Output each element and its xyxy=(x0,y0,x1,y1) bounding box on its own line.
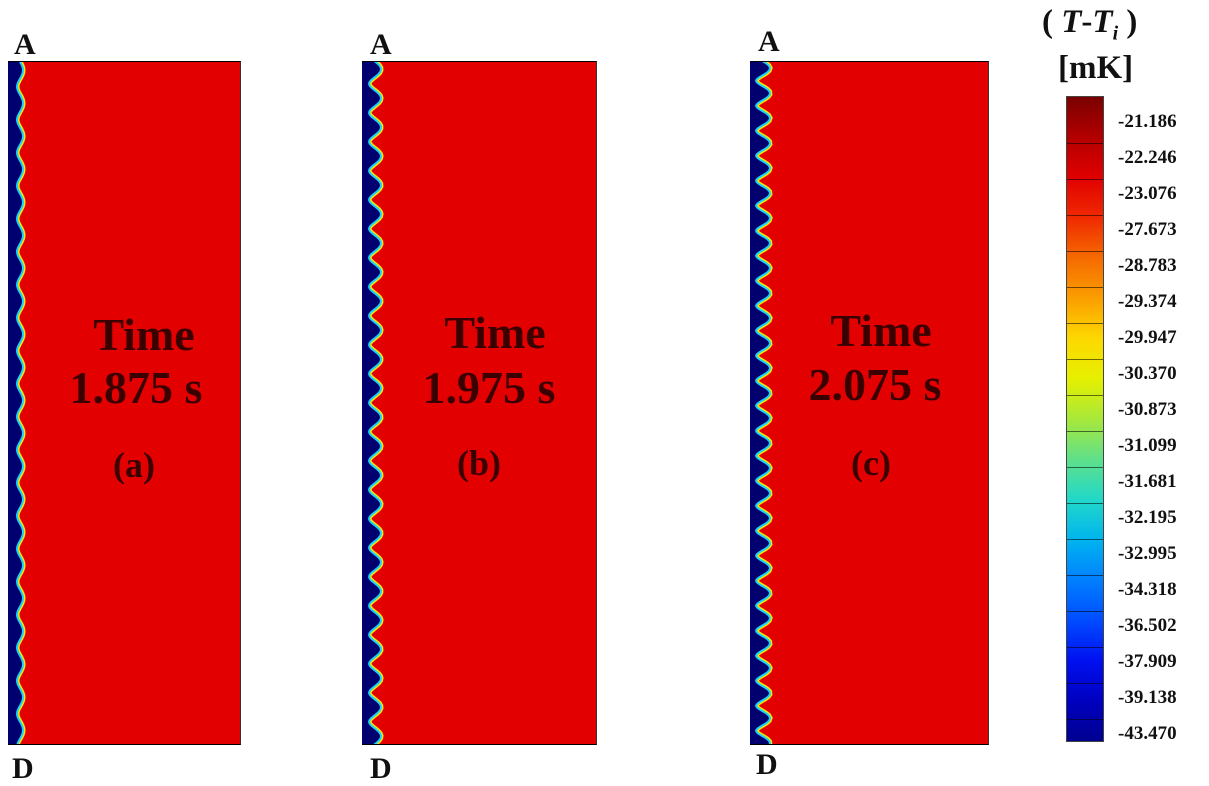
legend-title-open: ( xyxy=(1042,4,1053,40)
panel-b-time-value: 1.975 s xyxy=(422,362,556,413)
legend-tick xyxy=(1067,215,1103,216)
legend-value-label: -29.374 xyxy=(1118,291,1177,312)
panel-c-bottom-label: D xyxy=(756,748,778,781)
legend-tick xyxy=(1067,647,1103,648)
panel-b-time-word: Time xyxy=(444,307,546,358)
panel-b-letter: (b) xyxy=(457,443,501,483)
panel-a-time-word: Time xyxy=(93,309,195,360)
panel-c-interface xyxy=(750,62,773,744)
legend-value-label: -34.318 xyxy=(1118,579,1177,600)
legend-value-label: -29.947 xyxy=(1118,327,1177,348)
legend-tick xyxy=(1067,251,1103,252)
legend-value-label: -23.076 xyxy=(1118,183,1177,204)
panel-c-top-label: A xyxy=(758,25,780,58)
legend-value-label: -32.995 xyxy=(1118,543,1177,564)
legend-tick xyxy=(1067,467,1103,468)
legend-title-t: T xyxy=(1061,4,1082,40)
legend-value-label: -36.502 xyxy=(1118,615,1177,636)
legend-tick xyxy=(1067,287,1103,288)
legend-tick xyxy=(1067,503,1103,504)
panel-a-top-label: A xyxy=(14,28,36,61)
legend-tick xyxy=(1067,683,1103,684)
legend-value-label: -21.186 xyxy=(1118,111,1177,132)
legend-value-label: -27.673 xyxy=(1118,219,1177,240)
legend-value-label: -37.909 xyxy=(1118,651,1177,672)
solid-region xyxy=(362,62,380,744)
legend-tick xyxy=(1067,395,1103,396)
panel-c-time-value: 2.075 s xyxy=(808,359,942,410)
legend-value-label: -30.873 xyxy=(1118,399,1177,420)
legend-tick xyxy=(1067,611,1103,612)
panel-b-top-label: A xyxy=(370,28,392,61)
panel-c-time-word: Time xyxy=(830,305,932,356)
panel-b-bottom-label: D xyxy=(370,752,392,785)
panel-c: Time 2.075 s (c) xyxy=(750,61,989,745)
panel-a: Time 1.875 s (a) xyxy=(8,61,241,745)
panel-a-interface xyxy=(8,62,26,744)
legend-value-label: -39.138 xyxy=(1118,687,1177,708)
legend-value-label: -22.246 xyxy=(1118,147,1177,168)
solid-region xyxy=(750,62,769,744)
legend-tick xyxy=(1067,359,1103,360)
legend-value-label: -28.783 xyxy=(1118,255,1177,276)
legend-title-close: ) xyxy=(1126,4,1138,40)
panel-a-time-value: 1.875 s xyxy=(69,362,203,413)
legend-unit: [mK] xyxy=(1058,50,1134,86)
legend-value-label: -31.681 xyxy=(1118,471,1177,492)
legend-tick xyxy=(1067,179,1103,180)
legend-value-label: -32.195 xyxy=(1118,507,1177,528)
solid-region xyxy=(8,62,22,744)
legend-colorbar xyxy=(1066,96,1104,742)
panel-a-bottom-label: D xyxy=(12,752,34,785)
legend-tick xyxy=(1067,539,1103,540)
legend-value-label: -43.470 xyxy=(1118,723,1177,744)
legend-tick xyxy=(1067,575,1103,576)
legend-value-label: -30.370 xyxy=(1118,363,1177,384)
legend-tick xyxy=(1067,719,1103,720)
legend-title: ( T-Ti ) xyxy=(1042,6,1209,44)
panel-b: Time 1.975 s (b) xyxy=(362,61,597,745)
legend-tick xyxy=(1067,431,1103,432)
legend-value-label: -31.099 xyxy=(1118,435,1177,456)
legend-tick xyxy=(1067,143,1103,144)
legend-title-ti: T xyxy=(1092,4,1113,40)
legend-title-dash: - xyxy=(1081,4,1093,40)
panel-c-letter: (c) xyxy=(851,443,891,483)
panel-a-letter: (a) xyxy=(113,445,155,485)
panel-b-interface xyxy=(362,62,384,744)
legend-title-sub: i xyxy=(1112,22,1119,45)
legend-tick xyxy=(1067,323,1103,324)
